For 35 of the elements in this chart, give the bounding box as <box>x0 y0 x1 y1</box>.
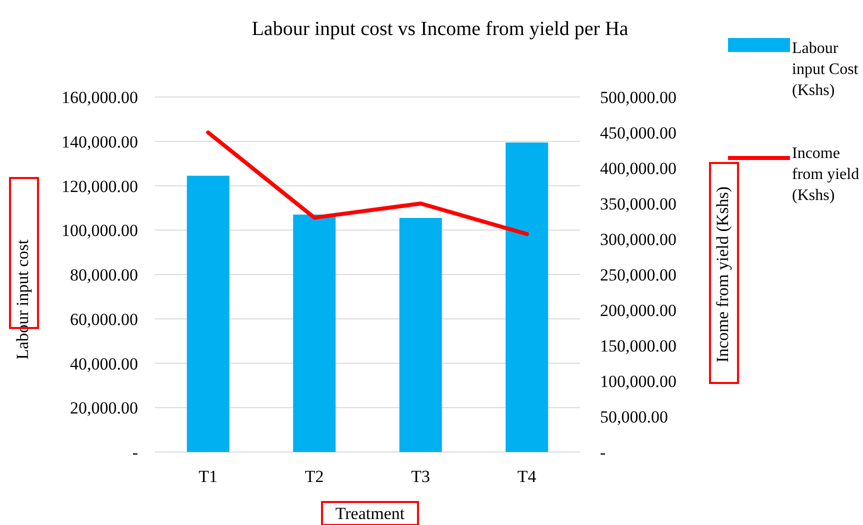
y2-axis-title: Income from yield (Kshs) <box>713 186 732 363</box>
x-tick-label: T2 <box>304 467 324 486</box>
y2-tick-label: 500,000.00 <box>600 88 676 107</box>
y-tick-label: 80,000.00 <box>70 266 138 284</box>
bar <box>506 142 548 452</box>
bar <box>399 218 442 452</box>
y2-tick-label: 450,000.00 <box>600 124 676 142</box>
y2-tick-label: 200,000.00 <box>600 301 676 320</box>
chart-title: Labour input cost vs Income from yield per Ha <box>252 18 628 40</box>
legend-label: Income from yield (Kshs) <box>792 145 860 204</box>
y-tick-label: 160,000.00 <box>62 88 138 107</box>
line-series <box>206 130 529 236</box>
x-axis-title: Treatment <box>335 504 405 523</box>
y-tick-label: 140,000.00 <box>62 132 138 152</box>
legend-label: Labour input Cost (Kshs) <box>792 40 859 99</box>
y2-tick-label: 250,000.00 <box>600 266 676 284</box>
bar <box>293 214 336 452</box>
y-tick-label: 120,000.00 <box>62 176 138 196</box>
y2-tick-label: - <box>600 443 606 462</box>
y-tick-label: 100,000.00 <box>62 221 138 240</box>
x-tick-label: T4 <box>517 467 537 486</box>
y-tick-label: - <box>132 443 138 462</box>
x-tick-label: T3 <box>411 467 430 486</box>
y-tick-label: 60,000.00 <box>70 310 138 329</box>
x-tick-label: T1 <box>198 467 218 486</box>
y2-tick-label: 300,000.00 <box>600 230 676 249</box>
y-axis-title: Labour input cost <box>13 239 32 360</box>
y2-tick-label: 150,000.00 <box>600 336 676 356</box>
y2-tick-label: 350,000.00 <box>600 194 676 214</box>
y2-tick-label: 400,000.00 <box>600 159 676 178</box>
y-tick-label: 20,000.00 <box>70 398 138 418</box>
y-tick-label: 40,000.00 <box>70 354 138 374</box>
y2-tick-label: 100,000.00 <box>600 372 676 391</box>
y2-tick-label: 50,000.00 <box>600 408 668 426</box>
bar <box>186 176 230 452</box>
